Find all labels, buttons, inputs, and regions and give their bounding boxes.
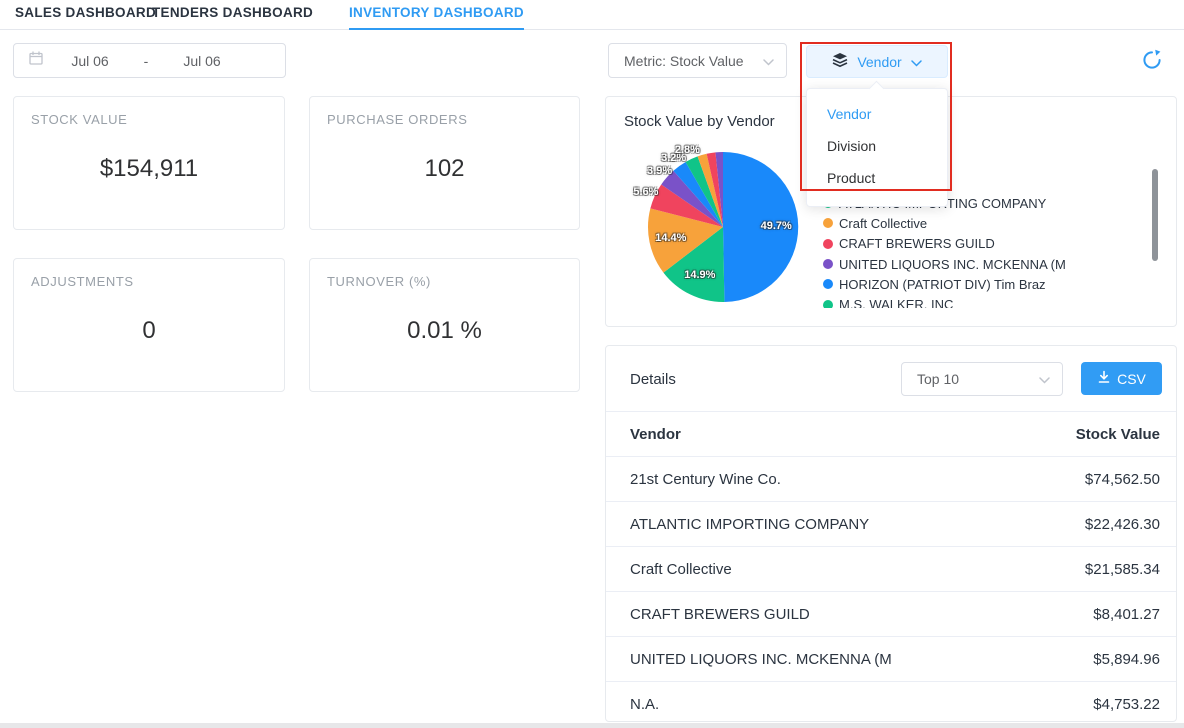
chevron-down-icon <box>910 54 922 70</box>
group-by-dropdown-menu: Vendor Division Product <box>806 80 948 207</box>
cell-vendor: 21st Century Wine Co. <box>630 470 781 488</box>
table-row: UNITED LIQUORS INC. MCKENNA (M $5,894.96 <box>606 637 1176 682</box>
legend-label: UNITED LIQUORS INC. MCKENNA (M <box>839 256 1066 272</box>
cell-vendor: N.A. <box>630 695 660 713</box>
tab-sales-dashboard[interactable]: SALES DASHBOARD <box>15 5 157 20</box>
calendar-icon <box>28 50 44 71</box>
csv-button-label: CSV <box>1117 370 1146 387</box>
legend-label: Craft Collective <box>839 215 928 231</box>
cell-stock-value: $21,585.34 <box>1084 560 1160 578</box>
legend-color-dot <box>823 279 833 290</box>
cell-vendor: Craft Collective <box>630 560 732 578</box>
tab-inventory-dashboard[interactable]: INVENTORY DASHBOARD <box>349 2 524 30</box>
kpi-value: $154,911 <box>99 155 199 182</box>
pie-chart: 49.7% 14.9% 14.4% 5.6% 3.9% 3.2% 2.8% <box>633 144 800 304</box>
chevron-down-icon <box>1039 371 1050 387</box>
cell-stock-value: $5,894.96 <box>1093 650 1160 668</box>
legend-scrollbar-thumb[interactable] <box>1152 169 1158 261</box>
table-row: Craft Collective $21,585.34 <box>606 547 1176 592</box>
cell-vendor: ATLANTIC IMPORTING COMPANY <box>630 515 870 533</box>
layers-icon <box>832 52 848 71</box>
cell-stock-value: $74,562.50 <box>1084 470 1160 488</box>
column-header-stock-value: Stock Value <box>1075 425 1160 443</box>
date-range-picker[interactable]: Jul 06 - Jul 06 <box>13 43 286 78</box>
dropdown-item-product[interactable]: Product <box>827 170 876 186</box>
dropdown-item-vendor[interactable]: Vendor <box>827 106 872 122</box>
legend-color-dot <box>823 259 833 270</box>
table-row: ATLANTIC IMPORTING COMPANY $22,426.30 <box>606 502 1176 547</box>
legend-item[interactable]: CRAFT BREWERS GUILD <box>823 234 1158 254</box>
kpi-value: 0 <box>142 317 156 344</box>
dropdown-caret <box>868 80 885 97</box>
table-row: 21st Century Wine Co. $74,562.50 <box>606 457 1176 502</box>
pie-svg <box>648 151 799 303</box>
table-row: N.A. $4,753.22 <box>606 682 1176 721</box>
pie-slice <box>663 227 725 303</box>
tab-bar: SALES DASHBOARD TENDERS DASHBOARD INVENT… <box>0 0 1184 30</box>
kpi-label: STOCK VALUE <box>31 112 128 127</box>
cell-vendor: CRAFT BREWERS GUILD <box>630 605 810 623</box>
legend-color-dot <box>823 299 833 308</box>
chart-title: Stock Value by Vendor <box>624 113 775 130</box>
kpi-value: 0.01 % <box>407 317 482 344</box>
cell-stock-value: $8,401.27 <box>1093 605 1160 623</box>
details-header: Details Top 10 CSV <box>606 346 1176 412</box>
legend-label: HORIZON (PATRIOT DIV) Tim Braz <box>839 276 1046 292</box>
legend-item[interactable]: M.S. WALKER, INC <box>823 294 1158 308</box>
details-table: Vendor Stock Value 21st Century Wine Co.… <box>606 412 1176 721</box>
kpi-card-adjustments: ADJUSTMENTS 0 <box>13 258 285 392</box>
kpi-label: TURNOVER (%) <box>327 274 431 289</box>
pie-slice <box>697 153 723 227</box>
top-n-select[interactable]: Top 10 <box>901 362 1063 396</box>
kpi-label: ADJUSTMENTS <box>31 274 134 289</box>
kpi-card-stock-value: STOCK VALUE $154,911 <box>13 96 285 230</box>
date-start-value: Jul 06 <box>71 52 109 69</box>
details-title: Details <box>630 371 676 388</box>
cell-vendor: UNITED LIQUORS INC. MCKENNA (M <box>630 650 892 668</box>
kpi-card-purchase-orders: PURCHASE ORDERS 102 <box>309 96 580 230</box>
pie-slice <box>650 184 723 227</box>
pie-slice <box>706 152 723 227</box>
pie-slice <box>648 208 723 273</box>
pie-slice <box>673 161 723 227</box>
legend-item[interactable]: UNITED LIQUORS INC. MCKENNA (M <box>823 254 1158 274</box>
kpi-label: PURCHASE ORDERS <box>327 112 468 127</box>
table-row: CRAFT BREWERS GUILD $8,401.27 <box>606 592 1176 637</box>
legend-item[interactable]: HORIZON (PATRIOT DIV) Tim Braz <box>823 274 1158 294</box>
cell-stock-value: $4,753.22 <box>1093 695 1160 713</box>
metric-select[interactable]: Metric: Stock Value <box>608 43 787 78</box>
kpi-card-turnover: TURNOVER (%) 0.01 % <box>309 258 580 392</box>
legend-label: CRAFT BREWERS GUILD <box>839 236 995 252</box>
refresh-button[interactable] <box>1141 49 1163 71</box>
date-separator: - <box>143 52 149 69</box>
group-by-button[interactable]: Vendor <box>806 45 948 78</box>
pie-slice <box>715 152 723 227</box>
legend-color-dot <box>823 238 833 249</box>
page-bottom-edge <box>0 723 1184 728</box>
legend-label: M.S. WALKER, INC <box>839 297 954 308</box>
kpi-value: 102 <box>424 155 465 182</box>
dropdown-item-division[interactable]: Division <box>827 138 877 154</box>
pie-slice <box>685 156 723 227</box>
legend-item[interactable]: Craft Collective <box>823 213 1158 233</box>
date-end-value: Jul 06 <box>183 52 221 69</box>
download-icon <box>1097 370 1111 387</box>
details-card: Details Top 10 CSV Vendor Stock Value 21… <box>605 345 1177 722</box>
csv-export-button[interactable]: CSV <box>1081 362 1162 395</box>
tab-tenders-dashboard[interactable]: TENDERS DASHBOARD <box>152 5 314 20</box>
column-header-vendor: Vendor <box>630 425 681 443</box>
metric-select-value: Metric: Stock Value <box>624 52 744 69</box>
table-header-row: Vendor Stock Value <box>606 412 1176 457</box>
top-n-select-value: Top 10 <box>917 371 960 387</box>
chevron-down-icon <box>763 53 774 69</box>
legend-color-dot <box>823 218 833 229</box>
pie-slice <box>723 151 799 302</box>
pie-slice <box>661 170 723 227</box>
group-by-value: Vendor <box>857 53 902 70</box>
cell-stock-value: $22,426.30 <box>1084 515 1160 533</box>
